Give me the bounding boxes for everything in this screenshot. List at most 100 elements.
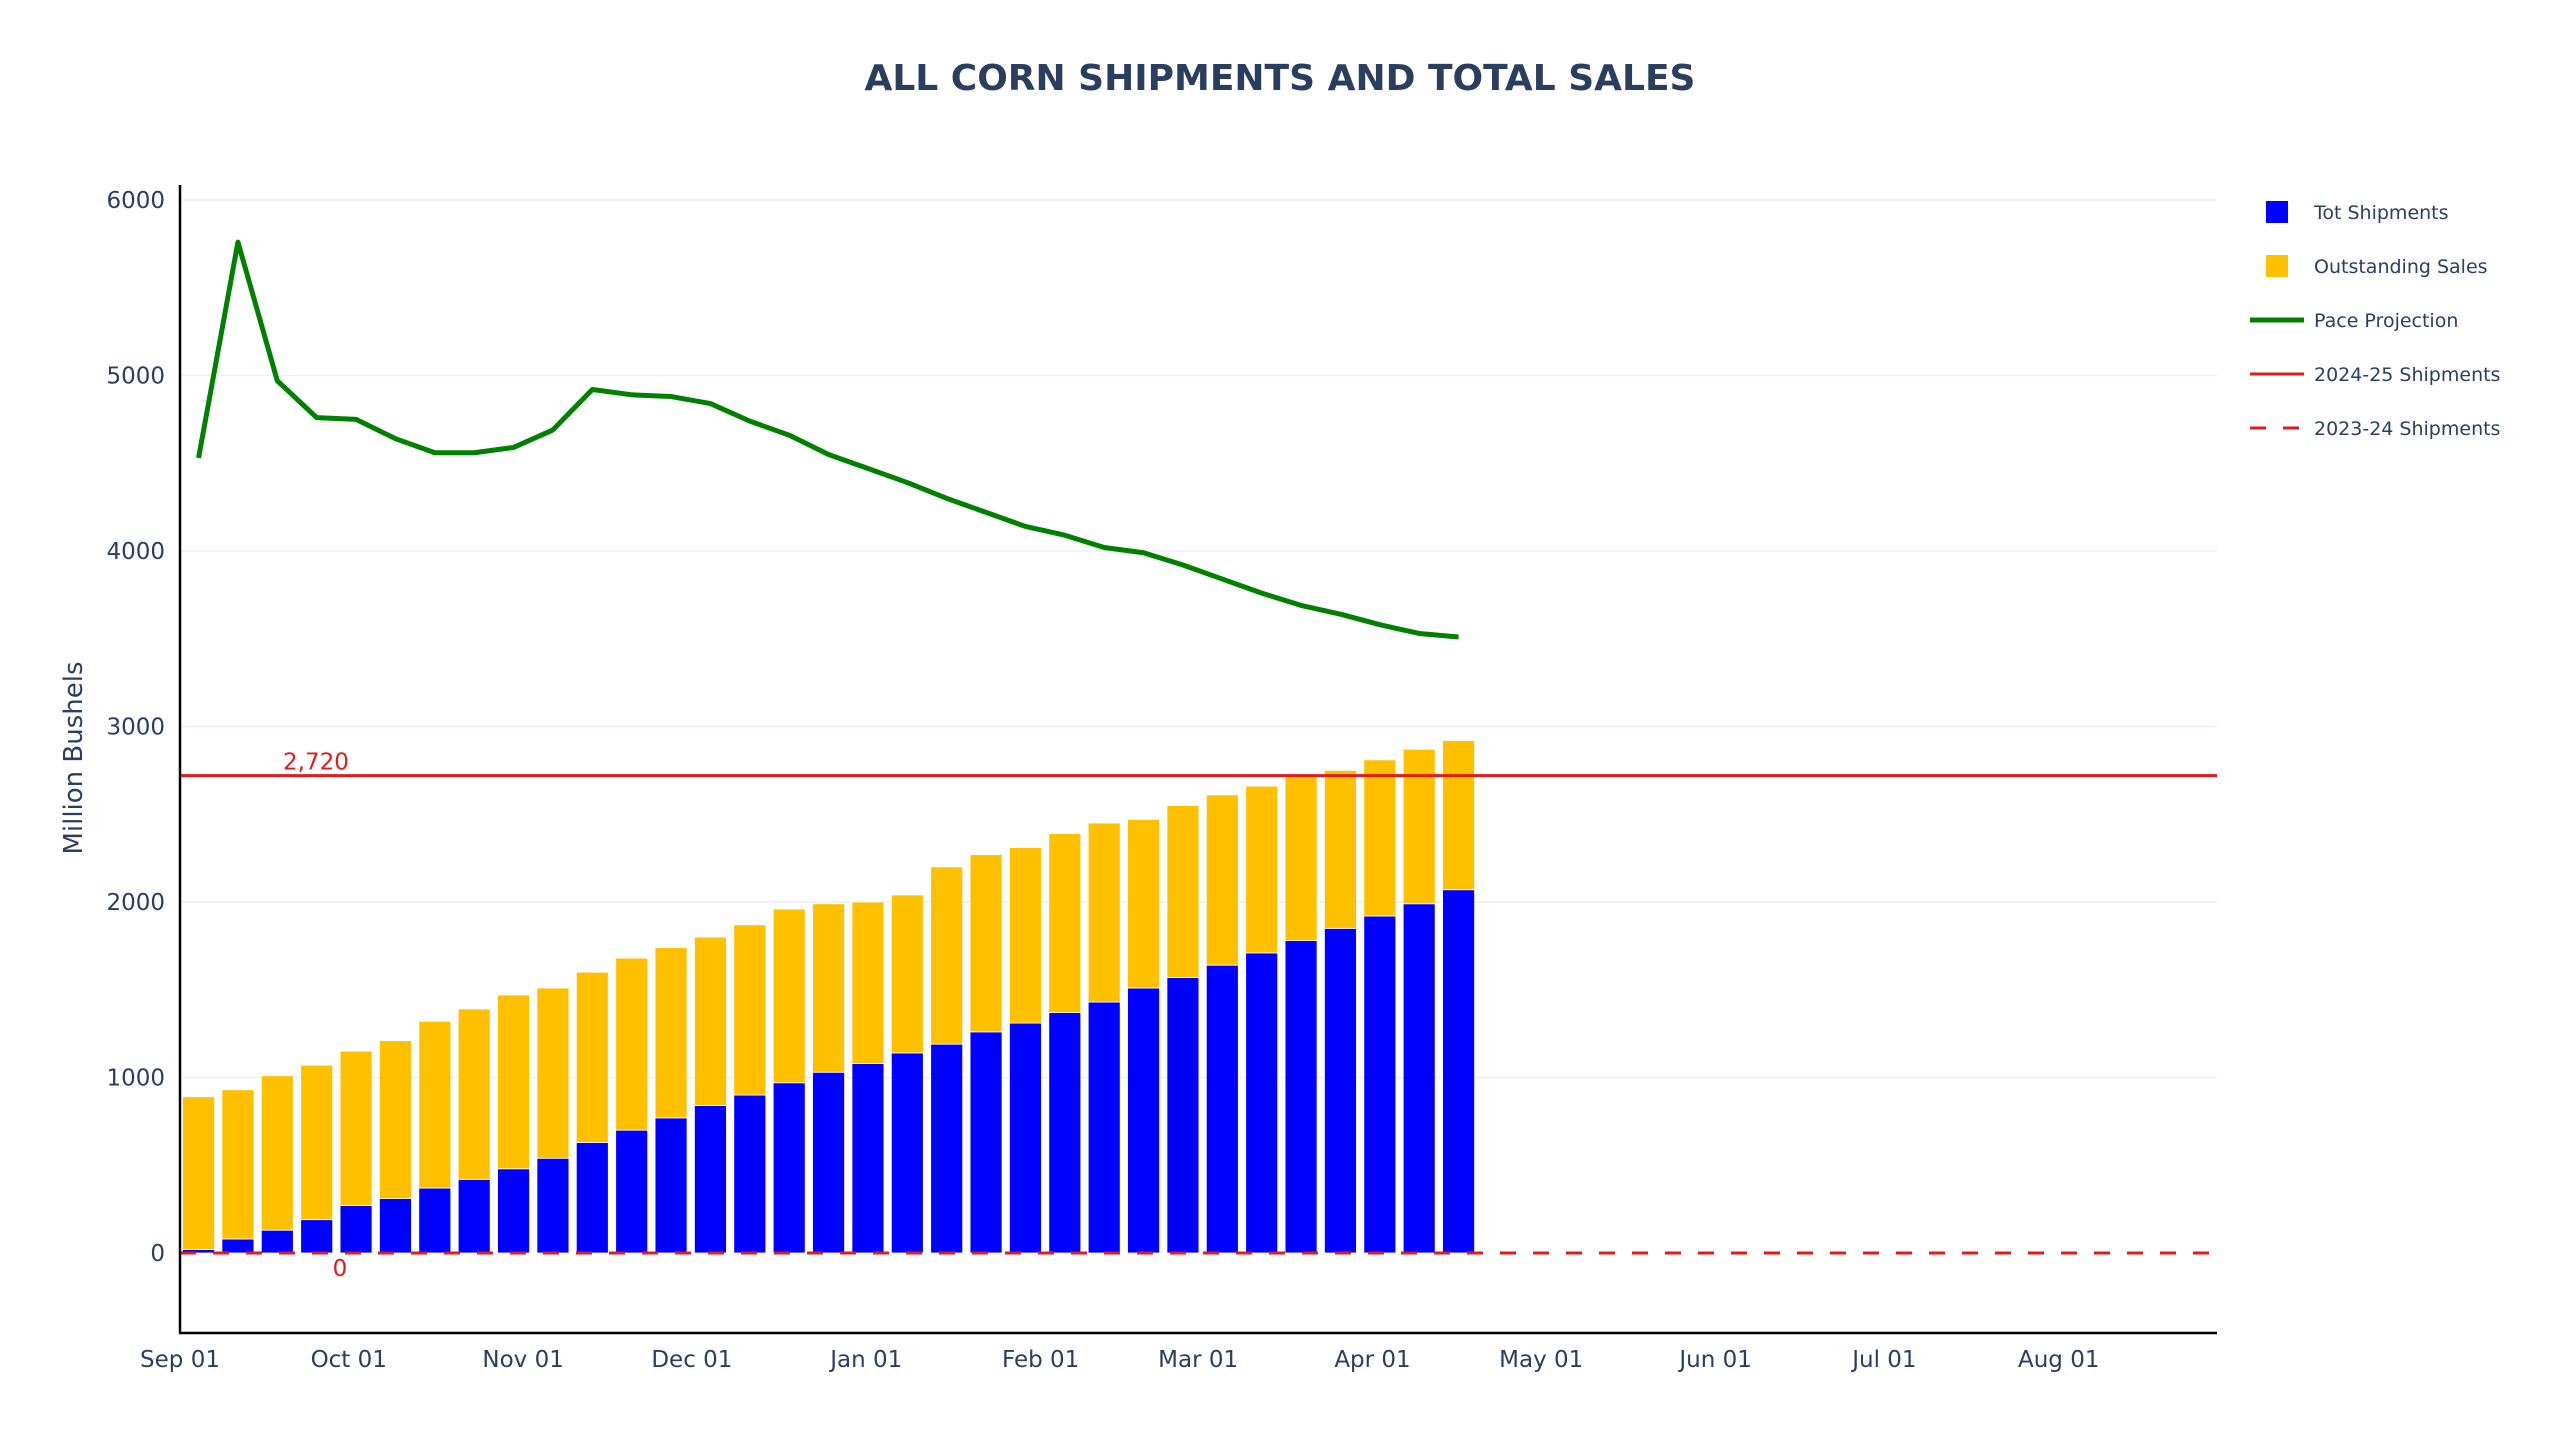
shipments-bar <box>733 1094 767 1254</box>
y-tick-label: 5000 <box>106 364 165 390</box>
legend-item: 2024-25 Shipments <box>2250 364 2500 386</box>
legend-item: 2023-24 Shipments <box>2250 418 2500 440</box>
outstanding-sales-bar <box>890 894 924 1054</box>
outstanding-sales-bar <box>536 987 570 1159</box>
shipments-bar <box>457 1178 491 1254</box>
y-axis-ticks: 0 1000 2000 3000 4000 5000 6000 <box>106 188 165 1267</box>
shipments-bar <box>418 1187 452 1254</box>
shipments-bar <box>1087 1001 1121 1254</box>
legend-label: Pace Projection <box>2314 310 2458 332</box>
outstanding-sales-bar <box>457 1008 491 1180</box>
outstanding-sales-bar <box>812 903 845 1073</box>
x-tick-label: May 01 <box>1499 1347 1583 1373</box>
outstanding-sales-bar <box>497 994 530 1170</box>
outstanding-sales-bar <box>1442 740 1475 891</box>
shipments-bar <box>575 1142 609 1254</box>
legend-swatch-icon <box>2266 255 2288 277</box>
shipments-bar <box>339 1205 373 1254</box>
legend-label: Tot Shipments <box>2313 202 2449 224</box>
outstanding-sales-bar <box>575 971 609 1143</box>
x-tick-label: Jun 01 <box>1677 1347 1752 1373</box>
shipments-bar <box>497 1168 530 1254</box>
outstanding-sales-bar <box>654 947 688 1119</box>
outstanding-sales-bar <box>1245 785 1279 954</box>
x-tick-label: Oct 01 <box>311 1347 387 1373</box>
outstanding-sales-bar <box>260 1075 294 1231</box>
outstanding-sales-bar <box>1166 805 1200 978</box>
reference-lines: 2,720 0 <box>180 750 2217 1282</box>
outstanding-sales-bar <box>969 854 1003 1033</box>
outstanding-sales-bar <box>300 1064 334 1221</box>
shipments-bar <box>851 1063 885 1254</box>
pace-projection-line-group <box>196 239 1459 640</box>
shipments-bar <box>1442 889 1475 1254</box>
shipments-bar <box>1363 915 1397 1254</box>
shipments-bar <box>1245 952 1279 1254</box>
x-tick-label: Dec 01 <box>651 1347 732 1373</box>
shipments-bar <box>379 1198 412 1254</box>
shipments-bar <box>654 1117 688 1254</box>
outstanding-sales-bar <box>1048 833 1082 1013</box>
outstanding-sales-bar <box>1363 759 1397 917</box>
x-tick-label: Aug 01 <box>2018 1347 2100 1373</box>
outstanding-sales-bar <box>851 901 885 1064</box>
shipments-bar <box>536 1157 570 1254</box>
shipments-bar <box>1324 927 1357 1254</box>
outstanding-sales-bar <box>772 908 806 1084</box>
shipments-bar <box>969 1031 1003 1254</box>
shipments-bar <box>1205 964 1239 1254</box>
y-tick-label: 2000 <box>106 890 165 916</box>
outstanding-sales-bar <box>1324 769 1357 929</box>
outstanding-sales-bar <box>182 1096 215 1250</box>
x-tick-label: Jan 01 <box>828 1347 902 1373</box>
shipments-bar <box>930 1043 964 1254</box>
x-tick-label: Mar 01 <box>1158 1347 1238 1373</box>
gridlines <box>180 199 2217 1079</box>
outstanding-sales-bar <box>1284 775 1318 942</box>
shipments-bar <box>1127 987 1160 1254</box>
outstanding-sales-bar <box>221 1089 255 1240</box>
shipments-bar <box>1284 940 1318 1254</box>
shipments-bar <box>300 1219 334 1254</box>
outstanding-sales-bar <box>1205 794 1239 966</box>
outstanding-sales-bar <box>339 1050 373 1207</box>
y-tick-label: 3000 <box>106 715 165 741</box>
shipments-2023-24-label: 0 <box>333 1256 348 1282</box>
y-tick-label: 1000 <box>106 1066 165 1092</box>
shipments-bar <box>260 1229 294 1254</box>
legend: Tot Shipments Outstanding Sales Pace Proje… <box>2250 201 2500 440</box>
shipments-bar <box>812 1071 845 1254</box>
outstanding-sales-bar <box>1127 819 1160 989</box>
outstanding-sales-bar <box>1402 748 1436 905</box>
outstanding-sales-bar <box>733 924 767 1096</box>
shipments-bar <box>221 1238 255 1254</box>
outstanding-sales-bar <box>379 1040 412 1199</box>
legend-item: Outstanding Sales <box>2266 255 2488 278</box>
bars <box>182 740 1475 1254</box>
shipments-2024-25-label: 2,720 <box>283 750 349 776</box>
legend-label: 2024-25 Shipments <box>2314 364 2500 386</box>
x-tick-label: Nov 01 <box>482 1347 563 1373</box>
pace-projection-line <box>196 239 1459 640</box>
outstanding-sales-bar <box>418 1020 452 1189</box>
legend-item: Pace Projection <box>2250 310 2458 332</box>
x-tick-label: Apr 01 <box>1334 1347 1410 1373</box>
legend-label: 2023-24 Shipments <box>2314 418 2500 440</box>
shipments-bar <box>615 1129 649 1254</box>
shipments-bar <box>1402 903 1436 1254</box>
outstanding-sales-bar <box>694 936 727 1106</box>
legend-label: Outstanding Sales <box>2314 256 2488 278</box>
shipments-bar <box>1009 1022 1042 1254</box>
outstanding-sales-bar <box>615 957 649 1131</box>
shipments-bar <box>890 1052 924 1254</box>
y-tick-label: 6000 <box>106 188 165 214</box>
x-tick-label: Sep 01 <box>140 1347 220 1373</box>
y-axis-label: Million Bushels <box>59 661 89 854</box>
y-tick-label: 4000 <box>106 539 165 565</box>
outstanding-sales-bar <box>1087 822 1121 1003</box>
legend-item: Tot Shipments <box>2266 201 2449 224</box>
x-tick-label: Feb 01 <box>1002 1347 1079 1373</box>
chart-title: ALL CORN SHIPMENTS AND TOTAL SALES <box>865 58 1696 99</box>
x-tick-label: Jul 01 <box>1850 1347 1916 1373</box>
